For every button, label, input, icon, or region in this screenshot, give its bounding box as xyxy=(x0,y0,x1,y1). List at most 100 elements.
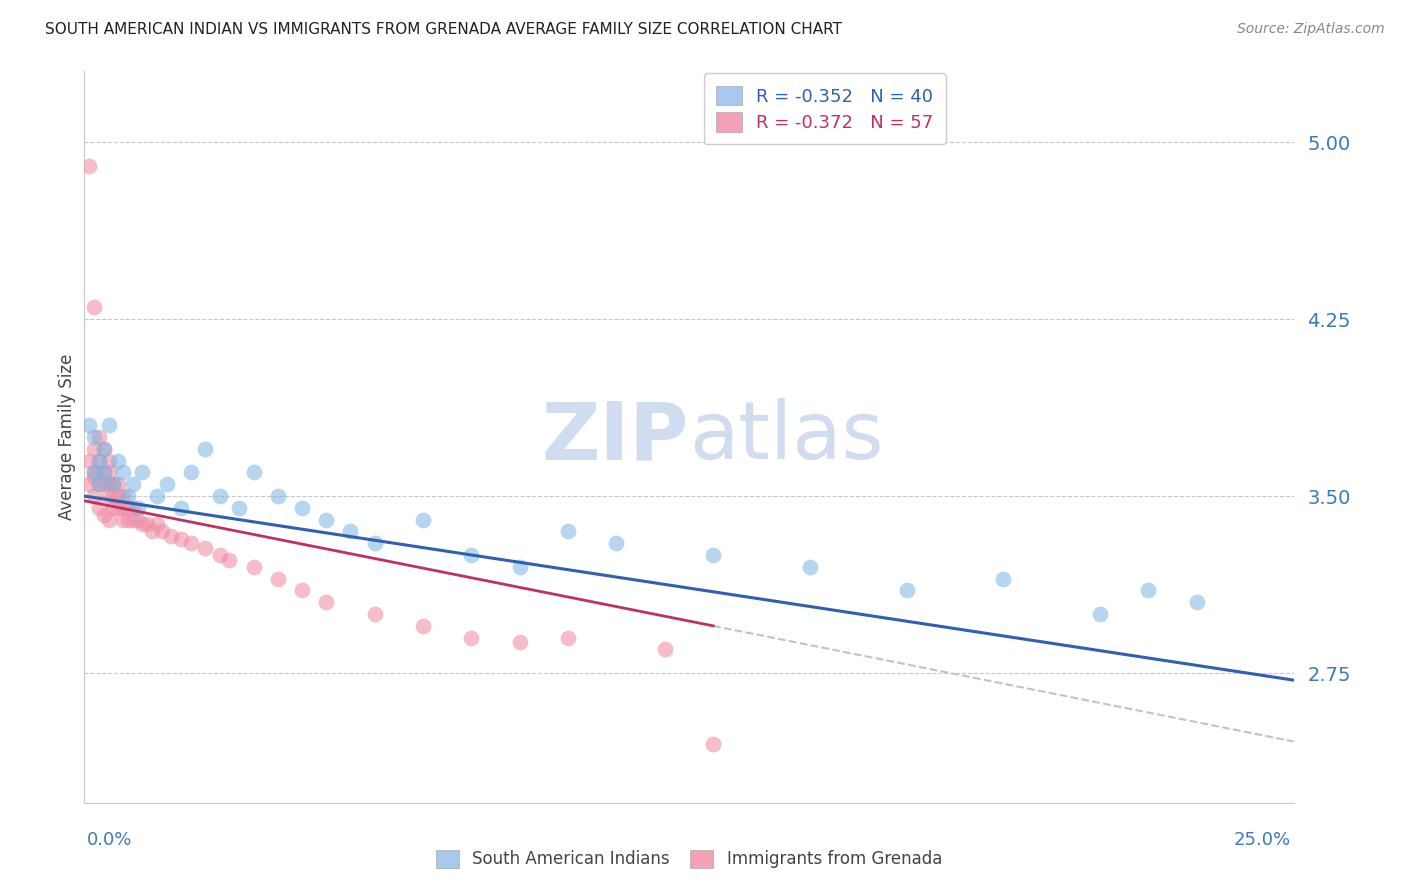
Point xyxy=(291,583,314,598)
Point xyxy=(1088,607,1111,621)
Point xyxy=(146,489,169,503)
Point xyxy=(136,517,159,532)
Point xyxy=(83,301,105,315)
Point xyxy=(121,477,143,491)
Point xyxy=(127,513,149,527)
Point xyxy=(83,442,105,456)
Point xyxy=(121,500,143,515)
Point xyxy=(141,524,163,539)
Point xyxy=(180,466,202,480)
Point xyxy=(1137,583,1160,598)
Point xyxy=(93,508,115,522)
Point xyxy=(363,607,385,621)
Text: atlas: atlas xyxy=(689,398,883,476)
Point xyxy=(77,477,100,491)
Point xyxy=(194,541,217,555)
Point xyxy=(150,524,173,539)
Point xyxy=(103,500,125,515)
Point xyxy=(363,536,385,550)
Point xyxy=(117,489,139,503)
Point xyxy=(242,559,264,574)
Point xyxy=(93,442,115,456)
Point xyxy=(557,524,579,539)
Point xyxy=(77,159,100,173)
Point xyxy=(77,418,100,433)
Point xyxy=(702,548,724,562)
Text: 25.0%: 25.0% xyxy=(1233,831,1291,849)
Point xyxy=(87,453,110,467)
Point xyxy=(87,453,110,467)
Point xyxy=(131,517,153,532)
Point xyxy=(117,513,139,527)
Point xyxy=(83,466,105,480)
Point xyxy=(155,477,177,491)
Point xyxy=(97,489,120,503)
Point xyxy=(146,517,169,532)
Point xyxy=(93,466,115,480)
Point xyxy=(103,489,125,503)
Point xyxy=(97,453,120,467)
Point xyxy=(97,513,120,527)
Point xyxy=(112,466,135,480)
Point xyxy=(127,500,149,515)
Point xyxy=(83,489,105,503)
Point xyxy=(170,500,193,515)
Point xyxy=(83,470,105,484)
Y-axis label: Average Family Size: Average Family Size xyxy=(58,354,76,520)
Point xyxy=(107,489,129,503)
Point xyxy=(208,489,231,503)
Point xyxy=(896,583,918,598)
Point xyxy=(339,524,361,539)
Point xyxy=(112,489,135,503)
Point xyxy=(267,572,290,586)
Point xyxy=(1185,595,1208,609)
Point xyxy=(170,532,193,546)
Point xyxy=(315,595,337,609)
Point xyxy=(87,477,110,491)
Point xyxy=(131,466,153,480)
Point xyxy=(112,500,135,515)
Point xyxy=(77,453,100,467)
Point xyxy=(83,466,105,480)
Text: SOUTH AMERICAN INDIAN VS IMMIGRANTS FROM GRENADA AVERAGE FAMILY SIZE CORRELATION: SOUTH AMERICAN INDIAN VS IMMIGRANTS FROM… xyxy=(45,22,842,37)
Point xyxy=(412,513,434,527)
Point xyxy=(107,453,129,467)
Point xyxy=(93,466,115,480)
Point xyxy=(107,477,129,491)
Point xyxy=(112,513,135,527)
Point xyxy=(97,418,120,433)
Point xyxy=(557,631,579,645)
Point xyxy=(315,513,337,527)
Point xyxy=(103,477,125,491)
Legend: South American Indians, Immigrants from Grenada: South American Indians, Immigrants from … xyxy=(429,843,949,875)
Point xyxy=(180,536,202,550)
Point xyxy=(121,513,143,527)
Point xyxy=(208,548,231,562)
Point xyxy=(993,572,1015,586)
Point xyxy=(242,466,264,480)
Text: ZIP: ZIP xyxy=(541,398,689,476)
Point xyxy=(291,500,314,515)
Point xyxy=(93,477,115,491)
Point xyxy=(228,500,250,515)
Point xyxy=(93,442,115,456)
Point xyxy=(160,529,183,543)
Text: Source: ZipAtlas.com: Source: ZipAtlas.com xyxy=(1237,22,1385,37)
Point xyxy=(97,477,120,491)
Point xyxy=(702,737,724,751)
Text: 0.0%: 0.0% xyxy=(87,831,132,849)
Point xyxy=(605,536,627,550)
Point xyxy=(654,642,676,657)
Point xyxy=(107,500,129,515)
Point xyxy=(509,559,531,574)
Point xyxy=(83,430,105,444)
Point xyxy=(412,619,434,633)
Point xyxy=(218,553,240,567)
Point xyxy=(267,489,290,503)
Point xyxy=(87,430,110,444)
Point xyxy=(509,635,531,649)
Point xyxy=(97,466,120,480)
Point xyxy=(103,477,125,491)
Point xyxy=(799,559,821,574)
Point xyxy=(460,631,482,645)
